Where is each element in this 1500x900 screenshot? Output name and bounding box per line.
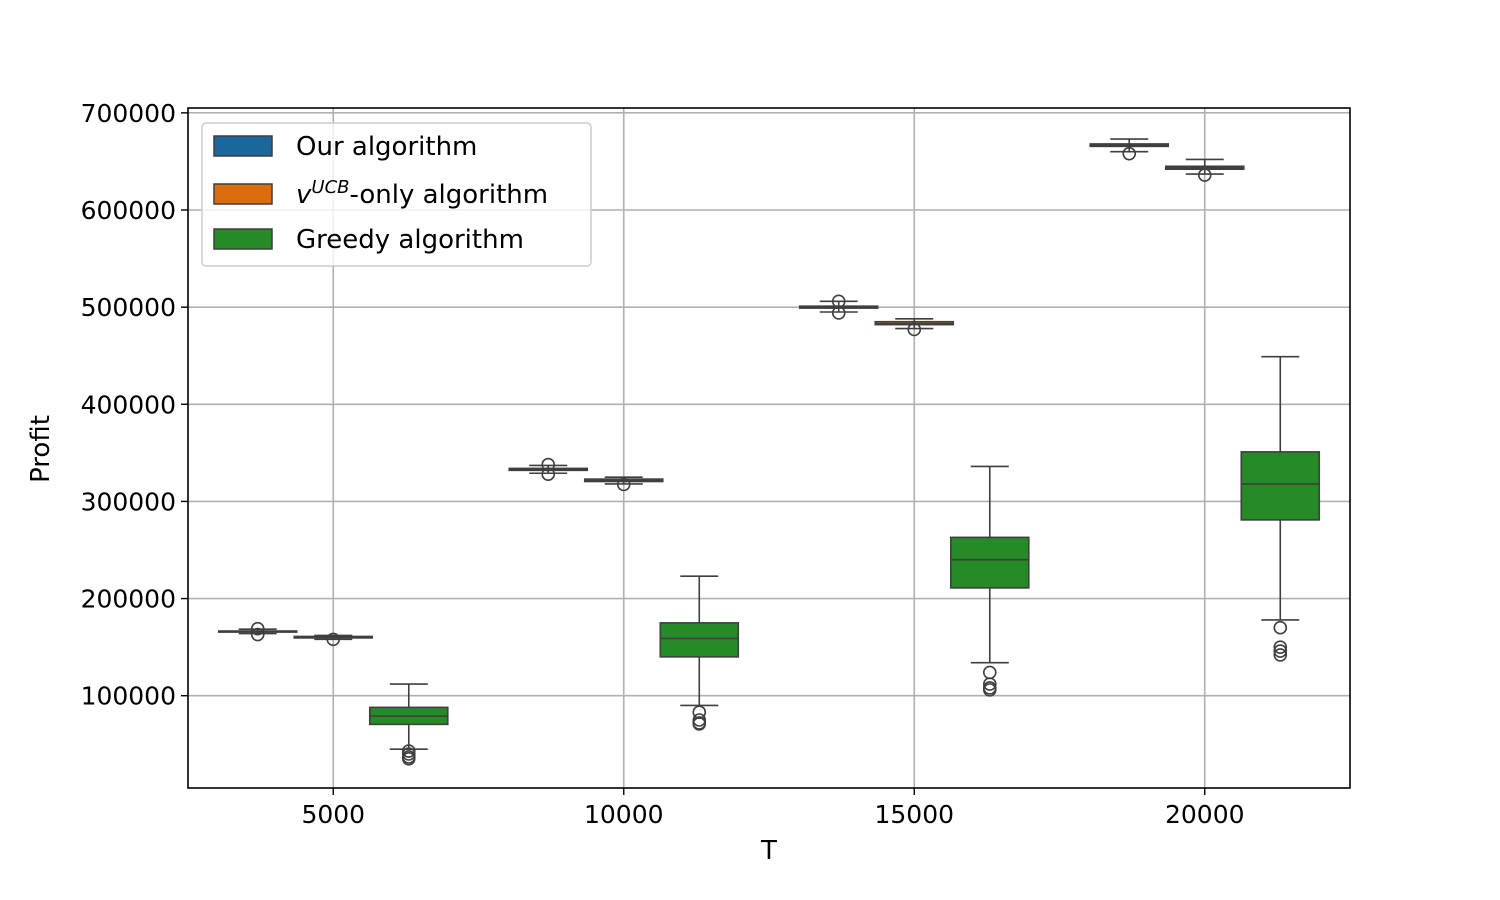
legend-label: Greedy algorithm — [296, 225, 524, 255]
legend-swatch — [213, 183, 273, 205]
outlier-point — [250, 621, 265, 636]
legend-label: Our algorithm — [296, 132, 477, 162]
legend-label: vUCB-only algorithm — [296, 177, 548, 210]
legend-swatch — [213, 228, 273, 250]
plot-frame — [187, 107, 1351, 789]
y-tick-label: 300000 — [81, 487, 176, 516]
box-element — [508, 457, 589, 482]
y-tick-label: 100000 — [81, 682, 176, 711]
box-iqr — [1240, 451, 1321, 521]
box-element — [798, 294, 879, 320]
outlier-point — [616, 477, 631, 492]
outlier-point — [1273, 644, 1288, 658]
box-element — [1089, 138, 1170, 161]
grid-layer — [188, 108, 1350, 788]
outlier-point — [1122, 146, 1137, 161]
box-iqr — [949, 536, 1030, 589]
x-tick-label: 20000 — [1165, 800, 1245, 829]
box-element — [1240, 355, 1321, 662]
box-element — [293, 632, 374, 647]
outlier-point — [1273, 648, 1288, 662]
box-element — [583, 476, 664, 492]
box-element — [217, 621, 298, 642]
outlier-point — [1273, 620, 1288, 635]
x-tick-label: 10000 — [584, 800, 664, 829]
outlier-point — [250, 627, 265, 642]
y-tick-label: 700000 — [81, 99, 176, 128]
y-axis-label: Profit — [26, 415, 56, 483]
box-element — [1164, 158, 1245, 182]
outlier-point — [1273, 640, 1288, 654]
outlier-point — [401, 752, 416, 766]
x-axis-label: T — [760, 836, 777, 866]
legend-frame — [201, 122, 592, 267]
box-iqr — [659, 622, 740, 658]
outlier-point — [907, 322, 922, 337]
legend-swatch — [213, 135, 273, 157]
outlier-point — [326, 632, 341, 647]
outlier-point — [982, 677, 997, 691]
outlier-point — [982, 665, 997, 680]
outlier-point — [541, 457, 556, 472]
box-element — [949, 465, 1030, 697]
box-element — [659, 575, 740, 731]
ticks-layer: 5000 10000 15000 20000 100000 200000 300000 400… — [81, 99, 1245, 829]
y-tick-label: 400000 — [81, 390, 176, 419]
box-element — [368, 683, 449, 766]
boxes-layer — [217, 138, 1321, 766]
y-tick-label: 200000 — [81, 585, 176, 614]
outlier-point — [1197, 168, 1212, 182]
x-tick-label: 5000 — [301, 800, 365, 829]
x-tick-label: 15000 — [874, 800, 954, 829]
outlier-point — [541, 467, 556, 482]
y-tick-label: 600000 — [81, 196, 176, 225]
y-tick-label: 500000 — [81, 293, 176, 322]
outlier-point — [692, 717, 707, 731]
box-element — [874, 317, 955, 337]
outlier-point — [831, 294, 846, 309]
outlier-point — [982, 683, 997, 697]
legend: Our algorithm vUCB-only algorithm Greedy a… — [201, 122, 592, 267]
